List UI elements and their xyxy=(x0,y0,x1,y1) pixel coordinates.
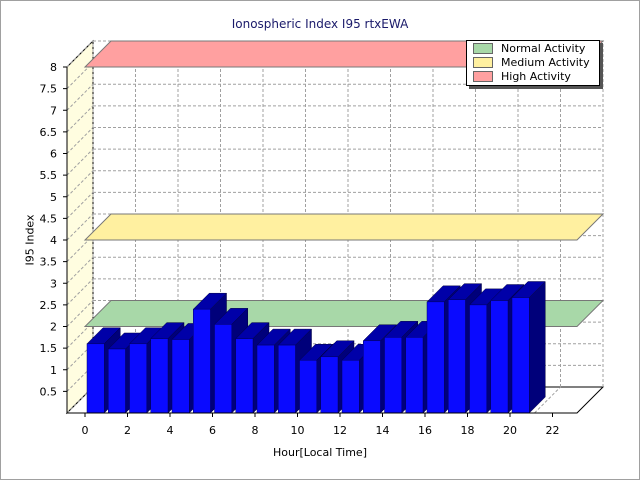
x-tick-label: 10 xyxy=(291,424,305,437)
x-tick-label: 4 xyxy=(167,424,174,437)
bar xyxy=(363,340,381,414)
grid-line-wall xyxy=(66,83,94,111)
bar xyxy=(256,344,275,414)
x-tick-label: 0 xyxy=(82,424,89,437)
bar xyxy=(405,337,424,414)
grid-line-wall xyxy=(66,256,94,284)
y-tick-label: 3 xyxy=(50,277,57,290)
bar xyxy=(490,300,509,414)
bar xyxy=(214,324,232,414)
grid-line-wall xyxy=(66,127,94,154)
bar xyxy=(129,343,147,414)
grid-line-wall xyxy=(66,105,94,133)
x-tick-label: 2 xyxy=(124,424,131,437)
x-tick-label: 12 xyxy=(333,424,347,437)
bar xyxy=(320,356,339,414)
y-tick-label: 5 xyxy=(50,191,57,204)
bar xyxy=(469,304,487,414)
bar xyxy=(235,338,254,414)
legend-label-normal: Normal Activity xyxy=(501,42,586,55)
legend-swatch-high xyxy=(473,70,493,82)
bar xyxy=(341,359,360,414)
y-tick-label: 3.5 xyxy=(40,256,58,269)
grid-line-wall xyxy=(66,170,94,198)
legend-swatch-normal xyxy=(473,42,493,54)
y-tick-label: 2.5 xyxy=(40,299,58,312)
y-tick-label: 5.5 xyxy=(40,169,58,182)
bar-side xyxy=(529,280,546,414)
grid-line-wall xyxy=(66,148,94,176)
y-tick-label: 7 xyxy=(50,104,57,117)
bar xyxy=(171,339,190,414)
y-tick-label: 6.5 xyxy=(40,126,58,139)
legend-item-medium: Medium Activity xyxy=(473,56,590,69)
bar xyxy=(448,299,466,414)
bar xyxy=(150,338,169,414)
x-tick-label: 16 xyxy=(418,424,432,437)
grid-line-wall xyxy=(66,300,94,327)
legend-swatch-medium xyxy=(473,56,493,68)
bar xyxy=(86,343,105,414)
y-tick-label: 2 xyxy=(50,321,57,334)
y-tick-label: 1.5 xyxy=(40,342,58,355)
y-tick-label: 1 xyxy=(50,364,57,377)
grid-line-wall xyxy=(66,192,94,219)
x-tick-label: 14 xyxy=(376,424,390,437)
bar xyxy=(193,308,211,414)
x-tick-label: 8 xyxy=(252,424,259,437)
chart-title: Ionospheric Index I95 rtxEWA xyxy=(231,17,409,31)
bar xyxy=(278,344,296,414)
band-medium-activity xyxy=(83,213,605,241)
grid-line-wall xyxy=(66,213,94,241)
bar xyxy=(108,348,126,414)
legend-label-high: High Activity xyxy=(501,70,571,83)
y-tick-label: 4 xyxy=(50,234,57,247)
bar xyxy=(384,337,402,414)
x-tick-label: 6 xyxy=(209,424,216,437)
y-tick-label: 4.5 xyxy=(40,212,58,225)
grid-line-wall xyxy=(66,278,94,306)
bar xyxy=(426,301,445,414)
grid-line-floor xyxy=(534,386,561,414)
legend: Normal Activity Medium Activity High Act… xyxy=(466,40,600,86)
legend-item-high: High Activity xyxy=(473,70,571,83)
y-tick-label: 7.5 xyxy=(40,83,58,96)
y-tick-label: 6 xyxy=(50,148,57,161)
x-tick-label: 22 xyxy=(546,424,560,437)
x-tick-label: 20 xyxy=(503,424,517,437)
y-tick-label: 8 xyxy=(50,61,57,74)
bar xyxy=(511,297,530,414)
x-axis-label: Hour[Local Time] xyxy=(272,446,367,459)
legend-label-medium: Medium Activity xyxy=(501,56,590,69)
x-tick-label: 18 xyxy=(461,424,475,437)
bar xyxy=(299,359,317,414)
grid-line-wall xyxy=(66,40,94,68)
legend-item-normal: Normal Activity xyxy=(473,42,585,55)
y-tick-label: 0.5 xyxy=(40,385,58,398)
